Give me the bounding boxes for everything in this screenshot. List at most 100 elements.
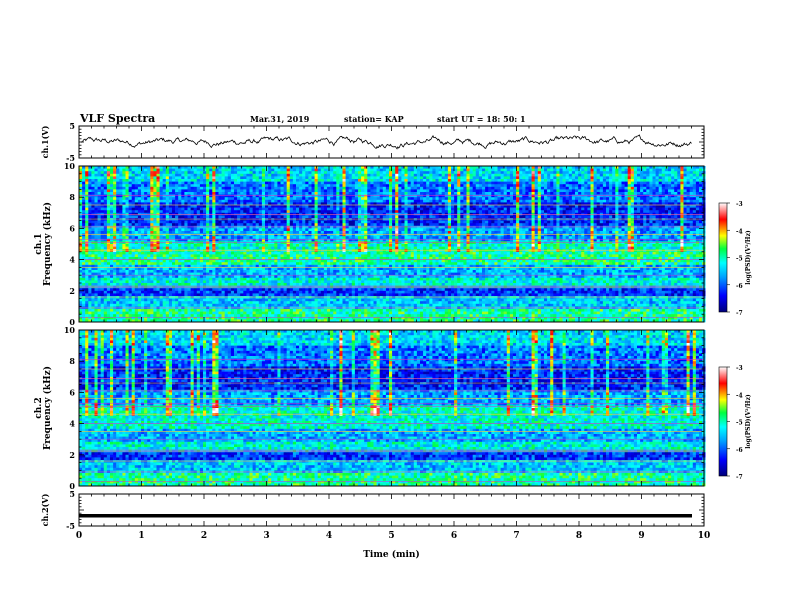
psd-cell	[255, 173, 260, 177]
psd-cell	[79, 319, 83, 323]
psd-cell	[110, 246, 114, 250]
psd-cell	[314, 316, 318, 320]
psd-cell	[91, 223, 95, 227]
psd-cell	[141, 171, 145, 175]
psd-cell	[181, 254, 185, 258]
psd-cell	[100, 231, 105, 234]
psd-cell	[317, 181, 322, 185]
psd-cell	[280, 231, 284, 234]
psd-cell	[227, 173, 232, 177]
psd-cell	[178, 264, 182, 268]
psd-cell	[88, 262, 92, 266]
psd-cell	[286, 296, 291, 299]
psd-cell	[181, 218, 185, 221]
psd-cell	[147, 249, 151, 253]
psd-cell	[246, 238, 250, 242]
psd-cell	[255, 223, 260, 227]
psd-cell	[280, 270, 284, 273]
psd-cell	[193, 171, 198, 175]
psd-cell	[221, 166, 225, 169]
psd-cell	[94, 301, 98, 305]
psd-cell	[212, 166, 216, 169]
psd-cell	[196, 241, 201, 245]
psd-cell	[85, 241, 89, 245]
psd-cell	[320, 223, 325, 227]
psd-cell	[156, 199, 160, 203]
psd-cell	[255, 168, 260, 172]
psd-cell	[305, 186, 309, 190]
psd-cell	[215, 311, 219, 315]
psd-cell	[199, 283, 204, 286]
psd-cell	[94, 251, 98, 255]
psd-cell	[150, 207, 154, 211]
psd-cell	[265, 280, 269, 284]
psd-cell	[246, 277, 250, 281]
psd-cell	[314, 220, 318, 224]
psd-cell	[265, 275, 269, 279]
psd-cell	[234, 228, 238, 232]
psd-cell	[178, 316, 182, 320]
psd-cell	[252, 168, 256, 172]
psd-cell	[128, 194, 132, 198]
psd-cell	[88, 241, 92, 245]
psd-cell	[317, 233, 322, 237]
psd-cell	[280, 176, 284, 180]
psd-cell	[215, 280, 219, 284]
psd-cell	[209, 168, 213, 172]
psd-cell	[265, 311, 269, 315]
psd-cell	[274, 319, 278, 323]
psd-cell	[137, 228, 142, 232]
psd-cell	[147, 176, 151, 180]
psd-cell	[249, 199, 253, 203]
psd-cell	[85, 301, 89, 305]
psd-cell	[165, 231, 170, 234]
psd-cell	[147, 207, 151, 211]
psd-cell	[119, 290, 123, 294]
psd-cell	[289, 205, 294, 208]
psd-cell	[88, 199, 92, 203]
psd-cell	[153, 251, 157, 255]
psd-cell	[209, 270, 213, 273]
psd-cell	[240, 298, 244, 302]
psd-cell	[227, 194, 232, 198]
psd-cell	[265, 199, 269, 203]
psd-cell	[91, 220, 95, 224]
psd-cell	[299, 285, 303, 289]
psd-cell	[261, 179, 266, 182]
psd-cell	[178, 189, 182, 193]
psd-cell	[110, 311, 114, 315]
psd-cell	[255, 220, 260, 224]
psd-cell	[79, 197, 83, 201]
psd-cell	[234, 171, 238, 175]
psd-cell	[131, 186, 136, 190]
psd-cell	[153, 220, 157, 224]
psd-cell	[296, 296, 300, 299]
psd-cell	[292, 280, 297, 284]
psd-cell	[141, 283, 145, 286]
psd-cell	[125, 293, 129, 297]
psd-cell	[187, 179, 191, 182]
psd-cell	[172, 249, 176, 253]
psd-cell	[103, 283, 108, 286]
psd-cell	[240, 296, 244, 299]
psd-cell	[323, 176, 328, 180]
psd-cell	[249, 303, 253, 307]
psd-cell	[82, 220, 86, 224]
psd-cell	[224, 233, 229, 237]
psd-cell	[265, 283, 269, 286]
psd-cell	[212, 277, 216, 281]
psd-cell	[289, 285, 294, 289]
psd-cell	[156, 249, 160, 253]
psd-cell	[106, 228, 111, 232]
psd-cell	[131, 262, 136, 266]
psd-cell	[162, 225, 167, 229]
psd-cell	[227, 238, 232, 242]
psd-cell	[261, 264, 266, 268]
psd-cell	[172, 264, 176, 268]
psd-cell	[150, 202, 154, 206]
psd-cell	[218, 168, 222, 172]
psd-cell	[302, 181, 306, 185]
psd-cell	[172, 285, 176, 289]
psd-cell	[268, 249, 272, 253]
psd-cell	[168, 303, 173, 307]
